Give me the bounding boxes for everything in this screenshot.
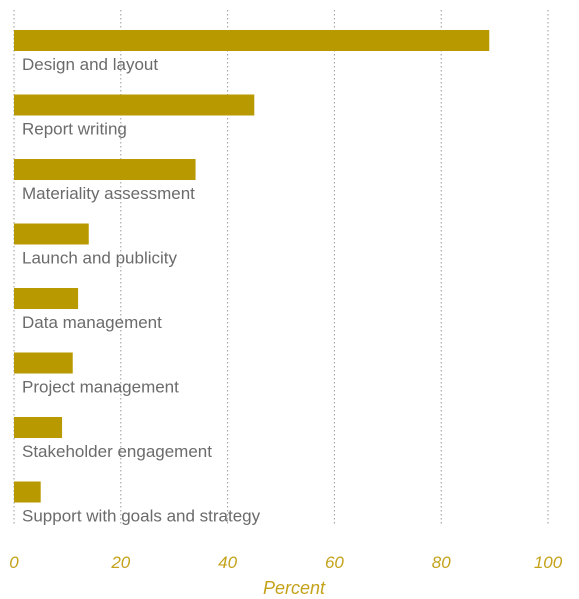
- x-tick-label: 20: [110, 553, 130, 572]
- bars: [14, 30, 490, 503]
- bar: [14, 30, 490, 51]
- category-label: Materiality assessment: [22, 184, 195, 203]
- x-tick-label: 100: [534, 553, 563, 572]
- category-label: Support with goals and strategy: [22, 507, 261, 526]
- bar: [14, 288, 79, 309]
- x-tick-label: 40: [218, 553, 237, 572]
- category-label: Report writing: [22, 120, 127, 139]
- x-tick-label: 0: [9, 553, 19, 572]
- bar: [14, 159, 196, 180]
- bar: [14, 352, 73, 374]
- category-label: Project management: [22, 378, 179, 397]
- category-labels: Design and layout Report writing Materiali…: [22, 55, 261, 526]
- x-tick-label: 60: [325, 553, 344, 572]
- bar: [14, 481, 41, 503]
- category-label: Stakeholder engagement: [22, 442, 212, 461]
- bar: [14, 223, 89, 245]
- x-axis-title: Percent: [263, 578, 326, 598]
- category-label: Launch and publicity: [22, 249, 178, 268]
- x-axis-ticks: 0 20 40 60 80 100: [9, 553, 562, 572]
- category-label: Data management: [22, 313, 162, 332]
- category-label: Design and layout: [22, 55, 158, 74]
- x-tick-label: 80: [432, 553, 451, 572]
- bar: [14, 94, 255, 116]
- bar: [14, 417, 63, 438]
